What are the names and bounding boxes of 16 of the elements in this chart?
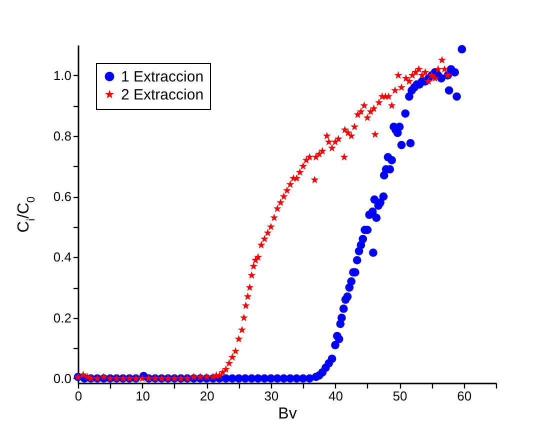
- x-tick-label: 40: [328, 388, 343, 404]
- x-tick-label: 30: [264, 388, 279, 404]
- x-tick-label: 20: [200, 388, 214, 404]
- y-tick-label: 1.0: [53, 68, 72, 83]
- y-tick-label: 0.0: [53, 370, 72, 386]
- x-tick-label: 0: [74, 388, 82, 404]
- x-axis-title: Bv: [278, 406, 297, 422]
- y-tick-label: 0.2: [53, 310, 72, 326]
- legend-label: 2 Extraccion: [121, 86, 204, 104]
- x-tick-label: 60: [457, 388, 472, 404]
- x-tick-label: 50: [392, 388, 408, 404]
- legend-label: 1 Extraccion: [121, 68, 204, 86]
- y-tick-label: 0.6: [53, 189, 72, 204]
- x-tick-label: 10: [136, 388, 150, 404]
- y-tick-label: 0.8: [53, 128, 72, 144]
- y-tick-label: 0.4: [53, 250, 72, 265]
